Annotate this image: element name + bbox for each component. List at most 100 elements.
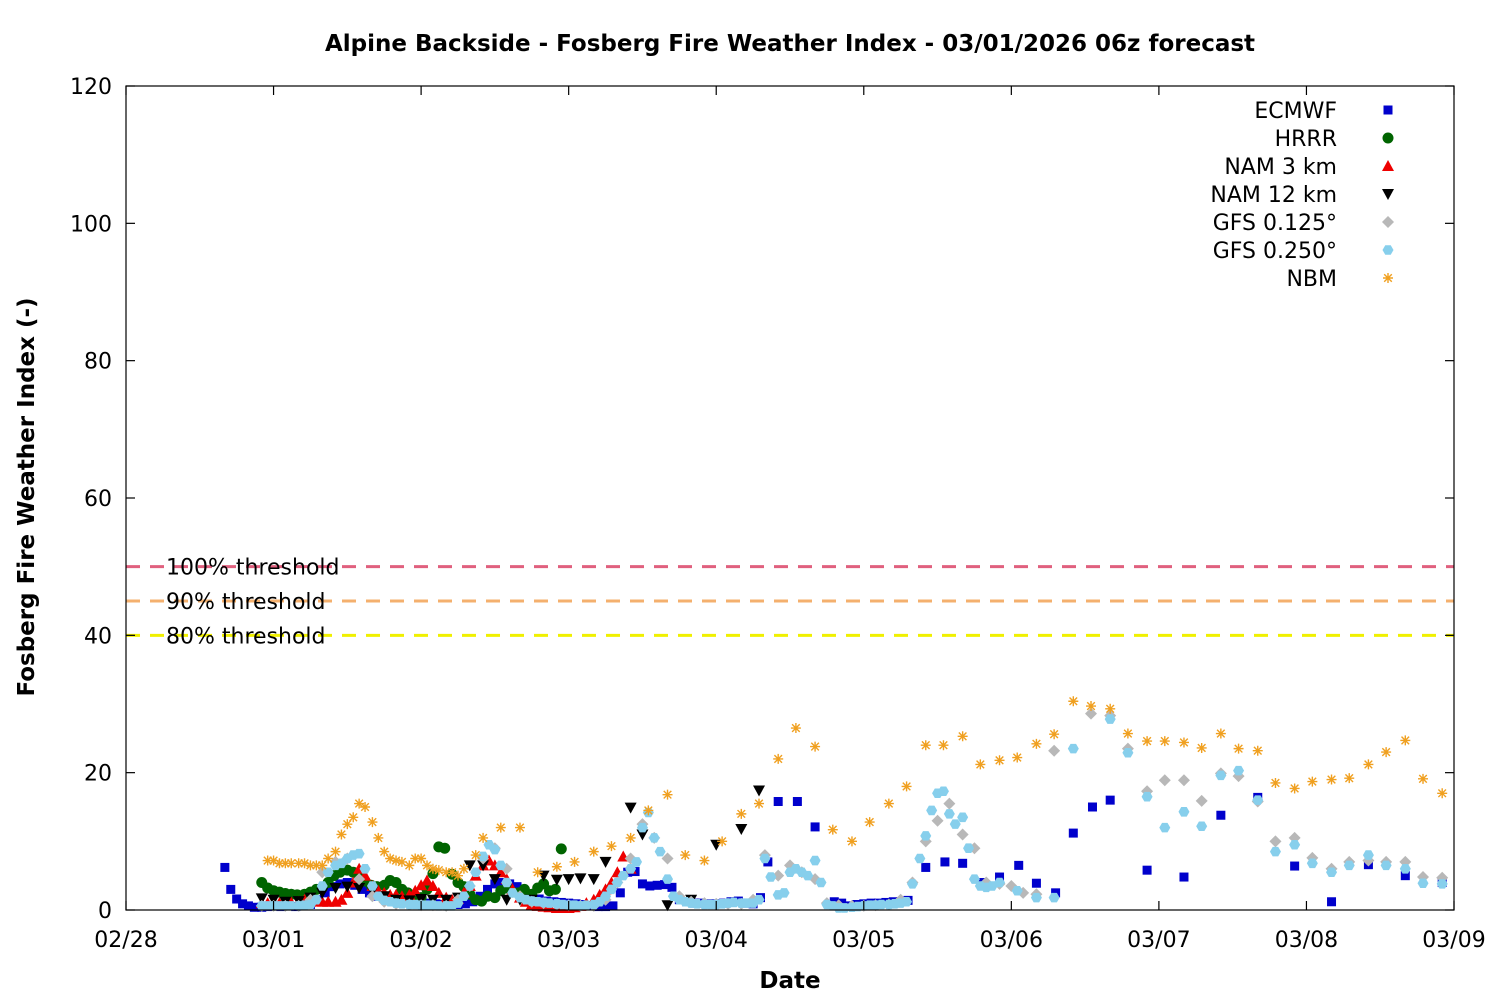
data-point [367,817,378,828]
data-point [875,899,887,910]
data-point [735,823,748,835]
x-tick-label: 03/05 [832,928,895,953]
data-point [489,844,501,855]
data-point [636,829,649,841]
data-point [643,805,654,816]
data-point [447,867,458,878]
x-tick-label: 03/02 [389,928,452,953]
data-point [348,812,359,823]
data-point [1381,747,1392,758]
legend-label: ECMWF [1254,99,1337,124]
data-point [710,839,723,851]
data-point [1306,858,1318,869]
data-point [611,877,623,888]
data-point [357,884,367,894]
data-point [551,861,562,872]
legend: ECMWF HRRR NAM 3 km NAM 12 km GFS 0.125° GFS … [1210,99,1394,292]
data-point [379,846,390,857]
data-point [914,853,926,864]
data-point [226,884,236,894]
data-point [341,881,354,893]
data-point [464,881,476,891]
data-point [243,901,253,911]
data-point [404,860,415,871]
data-point [220,862,230,872]
data-point [773,753,784,764]
x-tick-label: 03/07 [1127,928,1190,953]
data-point [1178,807,1190,817]
chart-title: Alpine Backside - Fosberg Fire Weather I… [325,31,1255,57]
data-point [1399,864,1411,874]
data-point [906,879,918,889]
threshold-label-1: 90% threshold [166,590,326,615]
data-point [1196,821,1208,831]
x-axis-label: Date [759,968,820,994]
y-tick-label: 100 [70,212,112,237]
data-point [1326,774,1337,785]
data-point [537,870,550,882]
data-point [940,857,950,867]
data-point [232,894,242,904]
data-point [342,819,353,830]
data-point [359,864,371,874]
data-point [949,819,961,829]
data-point [901,896,913,907]
data-point [477,851,489,862]
data-point [1327,897,1337,907]
data-point [433,865,444,876]
data-point [1380,860,1392,871]
data-point [1085,707,1098,720]
data-point [691,899,703,909]
x-tick-label: 03/01 [242,928,305,953]
data-point [1290,861,1300,871]
x-tick-label: 03/04 [685,928,748,953]
data-point [385,853,396,864]
data-point [1014,860,1024,870]
data-point [317,860,328,871]
data-point [1159,736,1170,747]
data-point [605,884,617,895]
data-point [937,786,949,796]
data-point [1215,728,1226,739]
data-point [316,881,328,891]
data-point [810,822,820,832]
data-point [956,828,969,841]
data-point [310,894,322,905]
data-point [441,867,452,878]
data-point [957,731,968,742]
data-point [631,857,643,867]
data-point [507,888,519,898]
data-point [354,798,365,809]
data-point [648,833,660,843]
data-point [555,843,567,855]
data-point [543,898,555,908]
data-point [1087,802,1097,812]
data-point [463,860,476,872]
data-point [1400,871,1410,881]
data-point [652,880,662,890]
data-point [396,899,408,909]
data-point [1122,728,1133,739]
data-point [765,872,777,882]
legend-marker [1382,132,1394,144]
data-point [753,785,766,797]
data-point [1048,892,1060,903]
data-point [615,888,625,898]
data-point [645,881,655,891]
data-point [1049,729,1060,740]
data-point [943,809,955,819]
data-point [1048,744,1061,757]
data-point [323,853,334,864]
data-point [495,822,506,833]
data-point [1289,783,1300,794]
data-point [574,873,587,885]
data-point [1400,735,1411,746]
legend-marker [1382,160,1394,171]
data-point [1195,794,1208,807]
data-point [660,880,670,890]
x-tick-label: 03/09 [1422,928,1485,953]
data-point [617,870,629,881]
data-point [255,893,268,905]
data-point [1142,736,1153,747]
